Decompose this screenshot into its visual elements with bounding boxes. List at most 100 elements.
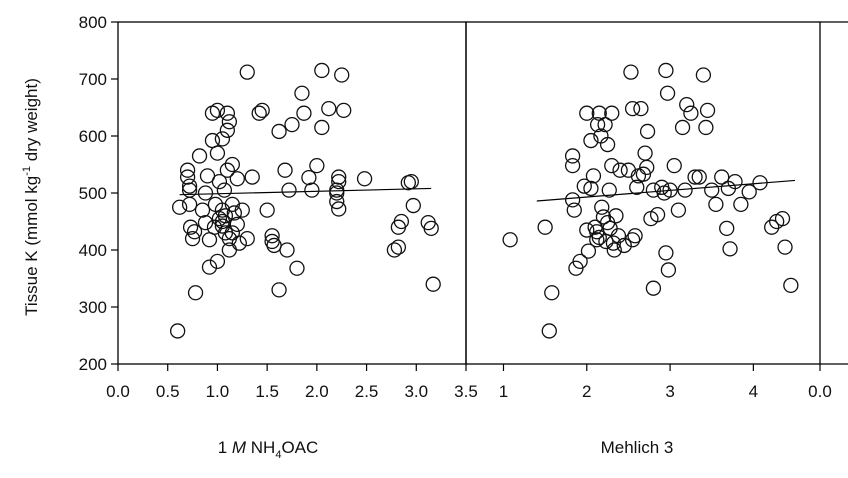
data-point bbox=[576, 178, 592, 194]
y-tick-label: 500 bbox=[79, 184, 107, 203]
data-point bbox=[597, 116, 613, 133]
data-point bbox=[566, 202, 582, 218]
data-point bbox=[226, 205, 242, 221]
data-point bbox=[708, 196, 724, 213]
data-point bbox=[660, 262, 677, 278]
data-point bbox=[309, 157, 325, 174]
data-point bbox=[783, 277, 799, 293]
data-point bbox=[234, 202, 250, 218]
data-point bbox=[604, 105, 620, 121]
x-tick-label: 1.5 bbox=[255, 382, 279, 401]
x-tick-label: 0.0 bbox=[808, 382, 832, 401]
data-point bbox=[279, 242, 295, 258]
x-tick-label: 3.5 bbox=[454, 382, 478, 401]
data-point bbox=[296, 105, 312, 121]
x-axis-label-mehlich3: Mehlich 3 bbox=[601, 438, 674, 457]
data-point bbox=[698, 119, 714, 136]
data-point bbox=[637, 145, 653, 161]
data-point bbox=[331, 201, 347, 217]
y-tick-label: 800 bbox=[79, 13, 107, 32]
data-point bbox=[191, 148, 208, 164]
data-point bbox=[564, 148, 581, 164]
data-point bbox=[585, 168, 602, 184]
data-point bbox=[777, 239, 793, 255]
data-point bbox=[204, 105, 221, 121]
x-tick-label: 3.0 bbox=[404, 382, 428, 401]
data-point bbox=[649, 207, 666, 223]
data-point bbox=[386, 242, 403, 258]
data-point bbox=[774, 210, 791, 227]
data-point bbox=[224, 156, 240, 173]
data-point bbox=[658, 245, 674, 261]
data-point bbox=[336, 102, 352, 118]
data-point bbox=[714, 169, 730, 185]
y-axis-label: Tissue K (mmol kg-1 dry weight) bbox=[21, 78, 41, 316]
data-point bbox=[244, 169, 260, 185]
data-point bbox=[677, 182, 693, 198]
data-point bbox=[314, 62, 330, 79]
data-point bbox=[627, 228, 643, 244]
data-point bbox=[209, 145, 226, 161]
data-point bbox=[645, 182, 662, 198]
data-point bbox=[187, 285, 204, 301]
y-tick-label: 400 bbox=[79, 241, 107, 260]
data-point bbox=[719, 220, 735, 236]
y-tick-label: 300 bbox=[79, 298, 107, 317]
svg-text:Tissue K (mmol kg-1 dry weight: Tissue K (mmol kg-1 dry weight) bbox=[21, 78, 41, 316]
data-point bbox=[679, 97, 695, 113]
data-point bbox=[616, 237, 632, 254]
x-tick-label: 2.0 bbox=[305, 382, 329, 401]
data-point bbox=[251, 105, 267, 121]
data-point bbox=[194, 202, 211, 218]
plot-frame bbox=[117, 21, 467, 365]
data-point bbox=[201, 259, 218, 275]
data-point bbox=[259, 202, 275, 218]
data-point bbox=[214, 131, 231, 147]
data-point bbox=[635, 166, 652, 182]
data-point bbox=[403, 173, 419, 190]
data-point bbox=[219, 105, 236, 121]
data-point bbox=[624, 232, 641, 248]
data-point bbox=[580, 243, 597, 259]
data-point bbox=[239, 64, 255, 80]
data-point bbox=[541, 323, 557, 339]
data-point bbox=[537, 219, 553, 235]
data-point bbox=[624, 100, 641, 117]
data-point bbox=[281, 182, 297, 198]
data-point bbox=[229, 216, 245, 233]
data-point bbox=[254, 102, 270, 118]
data-point bbox=[425, 276, 441, 292]
data-point bbox=[579, 105, 595, 121]
data-point bbox=[321, 100, 337, 117]
data-point bbox=[670, 202, 687, 218]
data-point bbox=[601, 182, 617, 198]
data-point bbox=[594, 199, 610, 215]
x-tick-label: 0.0 bbox=[106, 382, 130, 401]
data-point bbox=[589, 232, 605, 248]
data-point bbox=[733, 196, 749, 213]
data-point bbox=[405, 197, 421, 214]
data-point bbox=[271, 282, 287, 298]
data-point bbox=[356, 171, 373, 187]
panel-mehlich3: 1 2 3 4 bbox=[465, 21, 821, 401]
data-point bbox=[181, 178, 198, 194]
data-point bbox=[179, 162, 196, 178]
data-point bbox=[629, 179, 645, 195]
y-tick-label: 600 bbox=[79, 127, 107, 146]
data-point bbox=[704, 182, 720, 198]
data-point bbox=[564, 157, 581, 174]
data-point bbox=[674, 119, 691, 136]
data-point bbox=[304, 182, 320, 198]
data-point bbox=[639, 159, 655, 176]
data-point bbox=[266, 237, 282, 254]
data-point bbox=[277, 162, 293, 178]
data-point bbox=[390, 239, 407, 255]
data-point bbox=[221, 114, 238, 130]
data-point bbox=[294, 85, 310, 101]
data-point bbox=[583, 180, 599, 197]
data-point bbox=[181, 196, 198, 213]
x-tick-label: 2.5 bbox=[355, 382, 379, 401]
x-tick-label: 0.5 bbox=[156, 382, 180, 401]
data-point bbox=[301, 169, 317, 186]
data-point bbox=[604, 157, 620, 174]
